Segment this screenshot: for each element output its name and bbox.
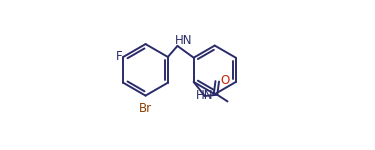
Text: Br: Br <box>139 102 152 115</box>
Text: HN: HN <box>196 90 213 102</box>
Text: F: F <box>116 50 122 63</box>
Text: HN: HN <box>176 34 193 47</box>
Text: O: O <box>221 74 230 87</box>
